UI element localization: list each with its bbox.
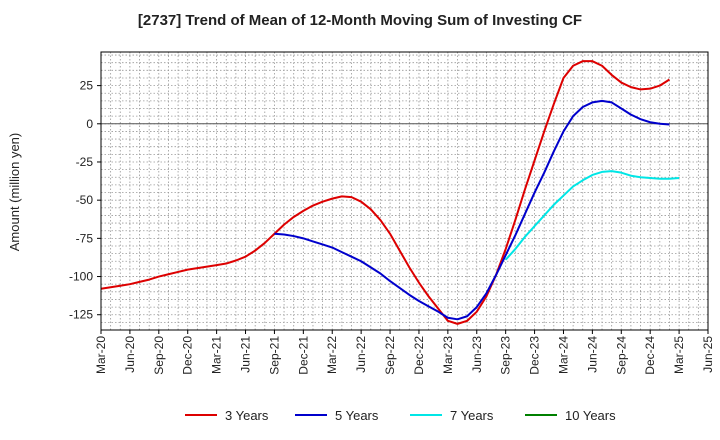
x-tick-label: Mar-23 <box>441 336 455 374</box>
x-tick-label: Mar-25 <box>672 336 686 374</box>
x-tick-label: Jun-23 <box>470 336 484 373</box>
legend-label: 3 Years <box>225 408 269 423</box>
x-tick-label: Jun-21 <box>239 336 253 373</box>
series-lines <box>100 60 680 325</box>
y-tick-label: 0 <box>86 117 93 131</box>
x-tick-label: Sep-21 <box>267 336 281 375</box>
y-axis-label: Amount (million yen) <box>7 133 22 252</box>
y-tick-label: -75 <box>76 231 94 245</box>
y-tick-label: -25 <box>76 155 94 169</box>
series-line-7-years <box>504 170 680 261</box>
legend-label: 5 Years <box>335 408 379 423</box>
x-tick-label: Jun-22 <box>354 336 368 373</box>
legend-label: 7 Years <box>450 408 494 423</box>
x-tick-label: Dec-20 <box>181 336 195 375</box>
x-tick-label: Jun-20 <box>123 336 137 373</box>
grid-lines <box>101 52 708 330</box>
legend: 3 Years 5 Years 7 Years 10 Years <box>185 408 616 423</box>
y-tick-label: -50 <box>76 193 94 207</box>
y-axis-ticks: 25 0 -25 -50 -75 -100 -125 <box>69 79 101 322</box>
x-tick-label: Jun-25 <box>701 336 715 373</box>
x-tick-label: Mar-20 <box>94 336 108 374</box>
x-tick-label: Mar-21 <box>210 336 224 374</box>
x-tick-label: Jun-24 <box>585 336 599 373</box>
legend-label: 10 Years <box>565 408 616 423</box>
chart-title: [2737] Trend of Mean of 12-Month Moving … <box>138 12 582 29</box>
x-tick-label: Sep-24 <box>614 336 628 375</box>
series-line-5-years <box>274 99 670 321</box>
x-tick-label: Dec-21 <box>296 336 310 375</box>
series-line-3-years <box>100 60 670 325</box>
x-tick-label: Mar-24 <box>556 336 570 374</box>
x-tick-label: Dec-22 <box>412 336 426 375</box>
x-tick-label: Dec-23 <box>528 336 542 375</box>
x-tick-label: Sep-22 <box>383 336 397 375</box>
y-tick-label: -100 <box>69 270 93 284</box>
x-tick-label: Sep-20 <box>152 336 166 375</box>
plot-area-border <box>100 51 709 331</box>
x-axis-ticks: Mar-20 Jun-20 Sep-20 Dec-20 Mar-21 Jun-21 Sep-… <box>94 330 715 375</box>
x-tick-label: Sep-23 <box>499 336 513 375</box>
y-tick-label: -125 <box>69 308 93 322</box>
x-tick-label: Mar-22 <box>325 336 339 374</box>
y-tick-label: 25 <box>80 79 94 93</box>
x-tick-label: Dec-24 <box>643 336 657 375</box>
